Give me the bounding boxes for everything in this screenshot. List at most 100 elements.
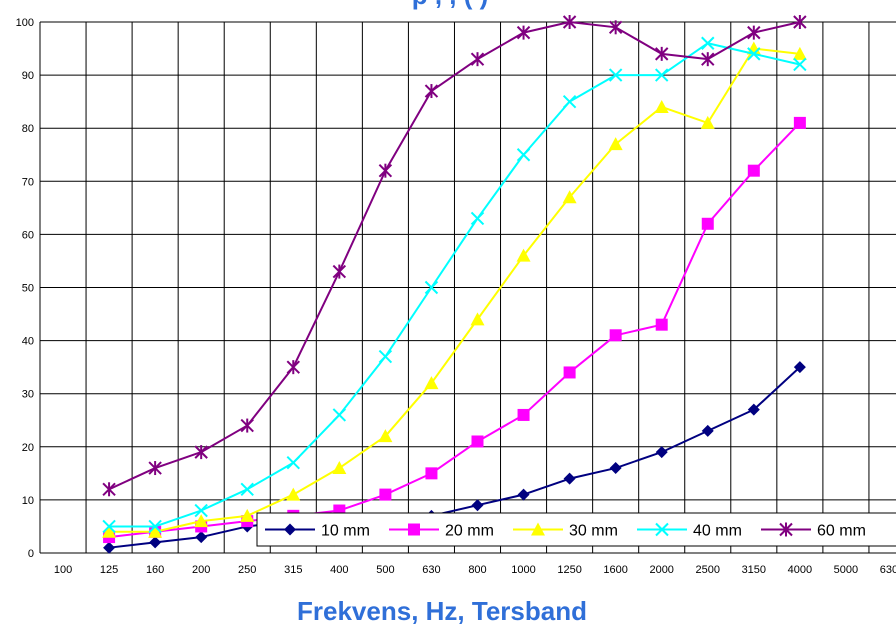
point-40-mm-315-b [286, 456, 300, 470]
point-40-mm-4000-b [793, 57, 807, 72]
point-20-mm-4000 [793, 116, 806, 129]
x-tick-label-1600: 1600 [603, 564, 627, 576]
series-line-20-mm [108, 122, 801, 539]
point-60-mm-3150 [747, 25, 761, 40]
point-20-mm-1250 [563, 366, 576, 379]
point-30-mm-200 [194, 514, 209, 528]
x-tick-label-315: 315 [284, 564, 302, 576]
x-tick-label-2500: 2500 [696, 564, 720, 576]
point-10-mm-3150 [747, 403, 760, 416]
grid [39, 21, 896, 554]
point-20-mm-630 [425, 467, 438, 480]
legend-marker-40-mm [655, 522, 669, 537]
point-30-mm-250 [240, 508, 255, 522]
y-tick-label-20: 20 [22, 442, 34, 454]
legend-marker-30-mm [531, 522, 545, 536]
legend-label-60-mm: 60 mm [817, 523, 866, 540]
point-40-mm-125 [102, 519, 116, 534]
point-10-mm-4000 [793, 361, 806, 374]
y-tick-label-0: 0 [28, 548, 34, 560]
x-tick-label-250: 250 [238, 564, 256, 576]
point-30-mm-2500 [700, 115, 715, 129]
legend-marker-60-mm [779, 522, 793, 537]
x-tick-label-200: 200 [192, 564, 210, 576]
point-60-mm-800 [470, 52, 485, 67]
point-30-mm-1000 [516, 248, 531, 262]
legend-label-40-mm: 40 mm [693, 523, 742, 540]
point-40-mm-500 [378, 349, 393, 364]
x-tick-label-500: 500 [376, 564, 394, 576]
point-40-mm-125-b [102, 519, 116, 534]
point-60-mm-160 [148, 461, 162, 476]
series-line-10-mm [108, 366, 801, 549]
point-40-mm-400-b [332, 408, 347, 422]
point-40-mm-4000 [793, 57, 807, 72]
point-40-mm-250-b [240, 482, 254, 496]
point-10-mm-2500 [701, 424, 714, 437]
point-40-mm-2500-b [701, 36, 715, 50]
point-30-mm-4000 [792, 46, 807, 60]
point-20-mm-1000 [517, 408, 530, 421]
point-40-mm-200-b [194, 503, 208, 518]
point-40-mm-400 [332, 408, 347, 422]
point-40-mm-1000 [516, 148, 531, 162]
y-tick-label-90: 90 [22, 70, 34, 82]
y-tick-label-30: 30 [22, 389, 34, 401]
series-line-40-mm [109, 42, 801, 528]
legend-marker-40-mm-b [655, 522, 669, 537]
point-10-mm-200 [195, 531, 208, 544]
point-60-mm-630 [424, 84, 439, 99]
point-40-mm-3150-b [747, 47, 761, 61]
point-40-mm-160 [148, 519, 162, 534]
point-10-mm-125 [103, 541, 116, 554]
x-tick-label-630: 630 [422, 564, 440, 576]
y-tick-label-60: 60 [22, 229, 34, 241]
point-60-mm-315 [286, 360, 300, 375]
y-tick-label-80: 80 [22, 123, 34, 135]
legend: 10 mm 20 mm 30 mm 40 mm 60 mm [256, 512, 896, 547]
point-40-mm-2000-b [655, 68, 669, 82]
point-40-mm-800 [470, 211, 485, 226]
series-line-60-mm [108, 21, 801, 491]
point-40-mm-1600-b [608, 68, 623, 82]
point-10-mm-1250 [563, 472, 576, 485]
y-tick-label-70: 70 [22, 176, 34, 188]
point-60-mm-500 [378, 163, 393, 178]
point-40-mm-160-b [148, 519, 162, 534]
legend-label-20-mm: 20 mm [445, 523, 494, 540]
point-40-mm-800-b [470, 211, 485, 226]
point-60-mm-125 [102, 482, 116, 497]
point-30-mm-125 [102, 524, 117, 538]
point-30-mm-1600 [608, 137, 623, 151]
point-60-mm-200 [194, 445, 208, 460]
y-tick-label-40: 40 [22, 336, 34, 348]
point-40-mm-315 [286, 456, 300, 470]
legend-marker-10-mm [284, 523, 296, 536]
point-60-mm-4000 [793, 15, 807, 29]
point-40-mm-630-b [424, 280, 439, 295]
legend-label-30-mm: 30 mm [569, 523, 618, 540]
x-tick-label-3150: 3150 [742, 564, 766, 576]
x-tick-label-100: 100 [54, 564, 72, 576]
y-tick-label-50: 50 [22, 283, 34, 295]
x-tick-label-1000: 1000 [511, 564, 535, 576]
point-60-mm-250 [240, 418, 254, 433]
point-40-mm-250 [240, 482, 254, 496]
point-30-mm-2000 [654, 99, 669, 113]
point-40-mm-2500 [701, 36, 715, 50]
point-20-mm-2000 [655, 318, 668, 331]
point-60-mm-400 [332, 264, 347, 279]
point-30-mm-160 [148, 524, 163, 538]
point-30-mm-1250 [562, 190, 577, 204]
point-40-mm-1600 [608, 68, 623, 82]
point-10-mm-1000 [517, 488, 530, 501]
series-line-30-mm [109, 47, 800, 533]
x-tick-label-2000: 2000 [649, 564, 673, 576]
point-60-mm-2000 [655, 46, 669, 61]
point-20-mm-1600 [609, 329, 622, 342]
x-tick-label-1250: 1250 [557, 564, 581, 576]
point-10-mm-160 [149, 536, 162, 549]
point-20-mm-800 [471, 435, 484, 448]
x-tick-label-400: 400 [330, 564, 348, 576]
